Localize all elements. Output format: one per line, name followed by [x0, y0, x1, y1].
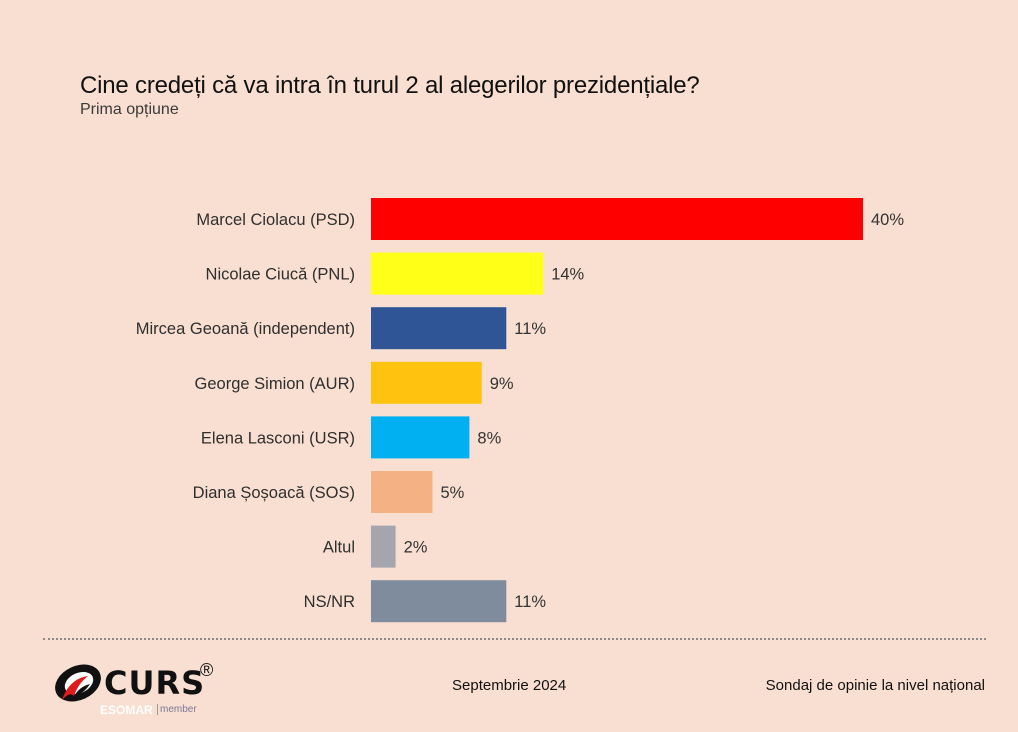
member-label: member — [157, 704, 197, 715]
registered-mark: ® — [200, 660, 214, 680]
esomar-label: ESOMAR — [100, 703, 153, 717]
bar-7 — [371, 580, 507, 623]
value-label: 11% — [514, 320, 546, 338]
value-label: 11% — [514, 593, 546, 611]
bar-chart: Marcel Ciolacu (PSD) 40% Nicolae Ciucă (PN… — [136, 198, 904, 623]
value-label: 40% — [871, 211, 904, 229]
bar-3 — [371, 361, 482, 404]
chart-subtitle: Prima opțiune — [80, 101, 179, 118]
category-label: Diana Șoșoacă (SOS) — [193, 484, 355, 502]
value-label: 9% — [490, 375, 514, 393]
curs-logo-icon — [55, 664, 101, 702]
category-label: Altul — [323, 539, 355, 557]
survey-note: Sondaj de opinie la nivel național — [765, 677, 985, 694]
category-label: Mircea Geoană (independent) — [136, 320, 355, 338]
survey-date: Septembrie 2024 — [452, 677, 567, 694]
bar-6 — [371, 525, 396, 568]
value-label: 2% — [404, 539, 428, 557]
footer-divider — [43, 638, 986, 640]
bar-0 — [371, 198, 863, 240]
bar-5 — [371, 471, 433, 513]
category-label: Elena Lasconi (USR) — [201, 429, 355, 447]
logo-wordmark: CURS — [104, 664, 206, 702]
value-label: 8% — [477, 429, 501, 447]
category-label: Nicolae Ciucă (PNL) — [206, 266, 355, 284]
bar-4 — [371, 416, 470, 459]
bar-2 — [371, 307, 507, 350]
category-label: NS/NR — [304, 593, 355, 611]
bar-1 — [371, 252, 544, 295]
category-label: George Simion (AUR) — [195, 375, 355, 393]
value-label: 5% — [441, 484, 465, 502]
category-label: Marcel Ciolacu (PSD) — [196, 211, 355, 229]
chart-title: Cine credeți că va intra în turul 2 al a… — [80, 72, 700, 99]
value-label: 14% — [551, 266, 584, 284]
